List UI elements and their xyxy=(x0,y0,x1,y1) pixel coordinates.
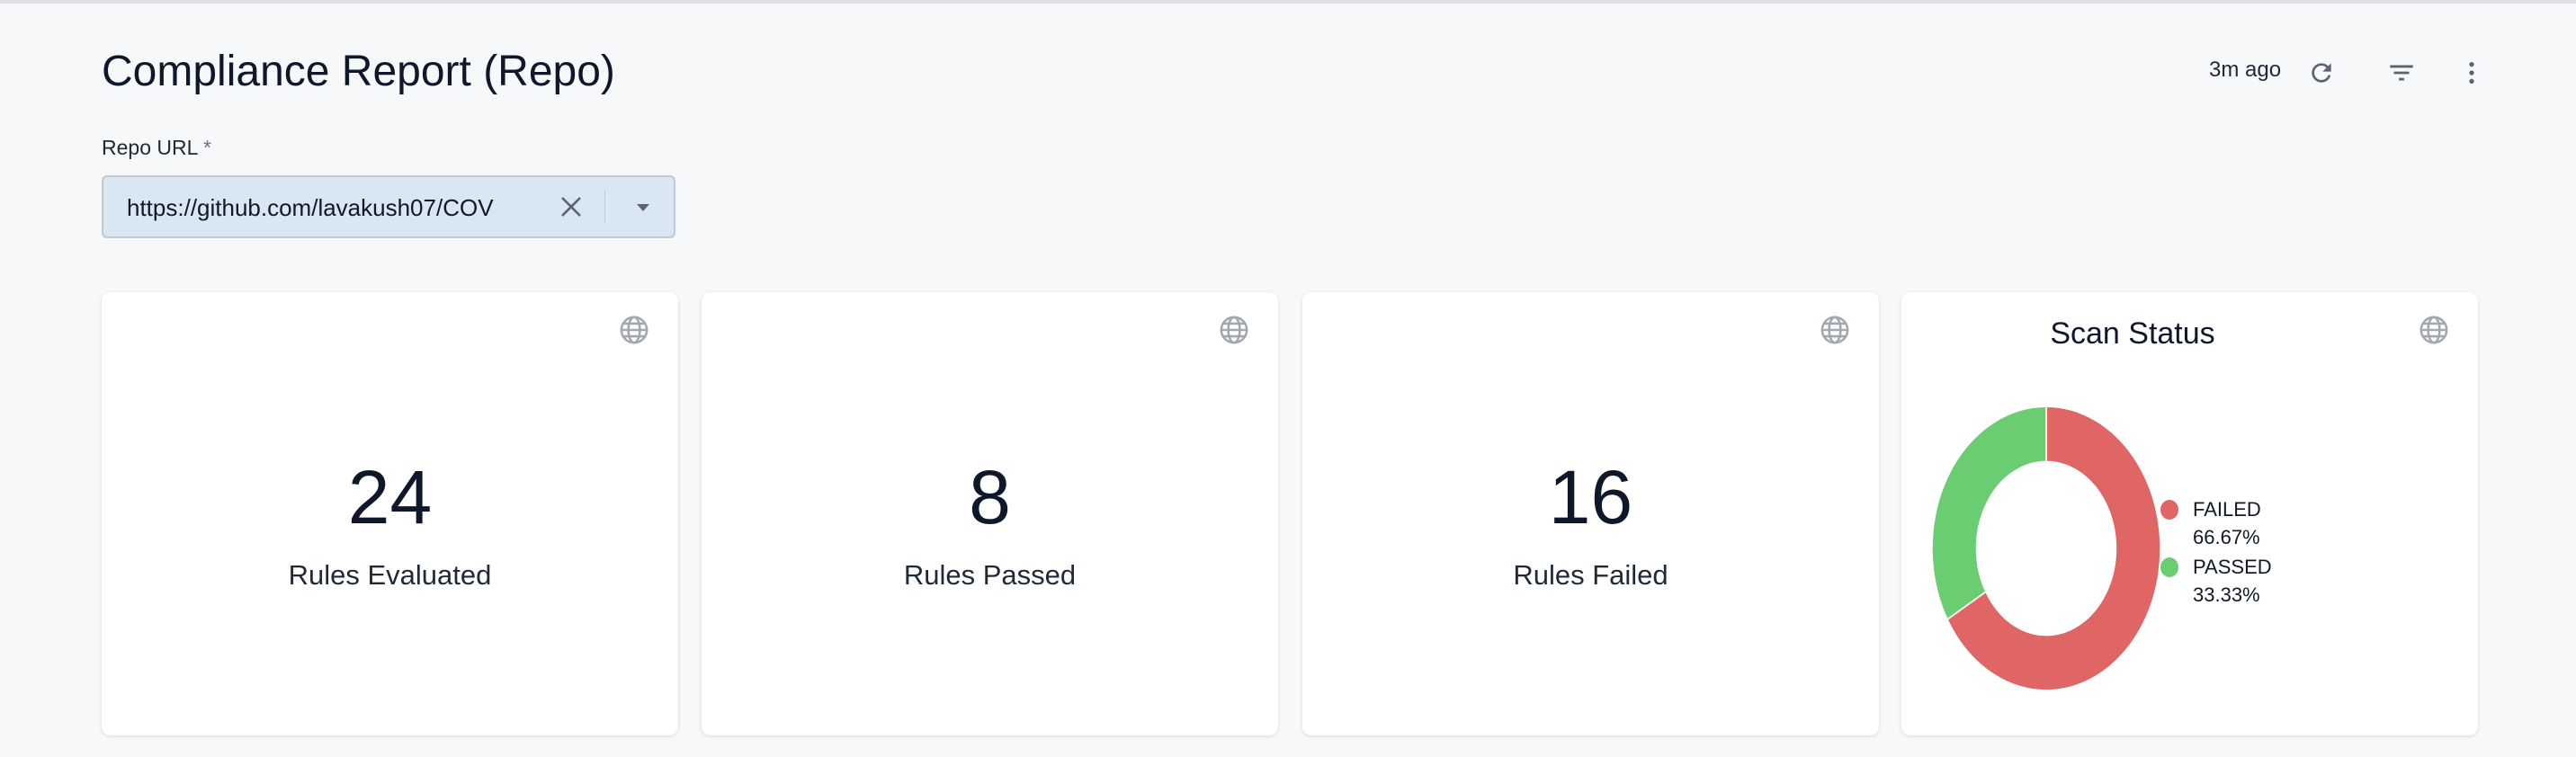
card-label: Rules Evaluated xyxy=(288,559,492,591)
top-border xyxy=(0,0,2576,4)
card-label: Rules Failed xyxy=(1513,559,1668,591)
legend-label: PASSED xyxy=(2193,556,2272,578)
more-vert-icon[interactable] xyxy=(2454,55,2490,91)
divider xyxy=(604,190,605,224)
legend-value: 66.67% xyxy=(2193,526,2260,548)
repo-url-label-text: Repo URL xyxy=(102,136,198,159)
clear-icon[interactable] xyxy=(553,189,589,225)
card-value: 16 xyxy=(1548,455,1633,539)
globe-icon[interactable] xyxy=(1219,315,1249,345)
required-mark: * xyxy=(202,136,211,159)
donut-chart xyxy=(1931,405,2161,691)
repo-url-value: https://github.com/lavakush07/COV xyxy=(127,194,494,221)
rules-evaluated-card: 24 Rules Evaluated xyxy=(102,292,678,735)
rules-failed-card: 16 Rules Failed xyxy=(1302,292,1879,735)
donut-slice-passed[interactable] xyxy=(1931,405,2047,621)
scan-status-card: Scan Status FAILED 66.67% PASSED 33.33% xyxy=(1901,292,2478,735)
globe-icon[interactable] xyxy=(1820,315,1850,345)
repo-url-label: Repo URL * xyxy=(102,136,211,160)
last-updated: 3m ago xyxy=(2209,58,2282,82)
filter-icon[interactable] xyxy=(2384,55,2419,91)
legend-dot xyxy=(2160,500,2178,520)
chevron-down-icon[interactable] xyxy=(625,189,661,225)
page-title: Compliance Report (Repo) xyxy=(102,48,615,95)
card-label: Rules Passed xyxy=(903,559,1077,591)
donut-slice-failed[interactable] xyxy=(1945,405,2161,691)
legend-item-passed[interactable]: PASSED 33.33% xyxy=(2160,553,2272,609)
card-value: 8 xyxy=(969,455,1011,539)
refresh-icon[interactable] xyxy=(2303,55,2339,91)
rules-passed-card: 8 Rules Passed xyxy=(702,292,1278,735)
globe-icon[interactable] xyxy=(2419,315,2449,345)
repo-url-select[interactable]: https://github.com/lavakush07/COV xyxy=(102,175,675,238)
legend-dot xyxy=(2160,557,2178,577)
legend-value: 33.33% xyxy=(2193,583,2260,606)
chart-title: Scan Status xyxy=(2050,316,2215,351)
legend-item-failed[interactable]: FAILED 66.67% xyxy=(2160,495,2261,551)
legend-label: FAILED xyxy=(2193,498,2261,521)
card-value: 24 xyxy=(347,455,433,539)
globe-icon[interactable] xyxy=(619,315,649,345)
